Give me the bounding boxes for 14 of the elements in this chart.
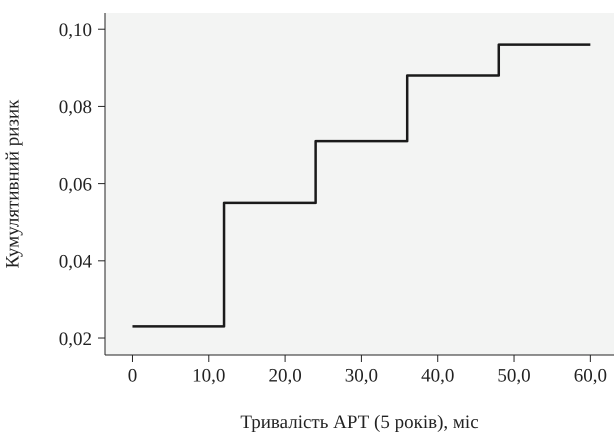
- y-tick-label: 0,06: [58, 174, 92, 196]
- y-tick-label: 0,10: [58, 20, 92, 41]
- x-tick-label: 0: [128, 365, 138, 386]
- x-axis-title: Тривалість АРТ (5 років), міс: [240, 412, 479, 433]
- y-tick-label: 0,04: [58, 252, 92, 273]
- y-axis-title: Кумулятивний ризик: [2, 98, 24, 268]
- x-tick-label: 40,0: [421, 365, 454, 386]
- y-tick-label: 0,08: [58, 97, 92, 118]
- y-tick-label: 0,02: [58, 328, 92, 350]
- x-tick-label: 50,0: [497, 365, 531, 386]
- x-tick-label: 30,0: [344, 365, 378, 386]
- x-tick-label: 10,0: [192, 365, 226, 386]
- x-tick-label: 60,0: [574, 365, 607, 386]
- x-tick-label: 20,0: [268, 365, 302, 386]
